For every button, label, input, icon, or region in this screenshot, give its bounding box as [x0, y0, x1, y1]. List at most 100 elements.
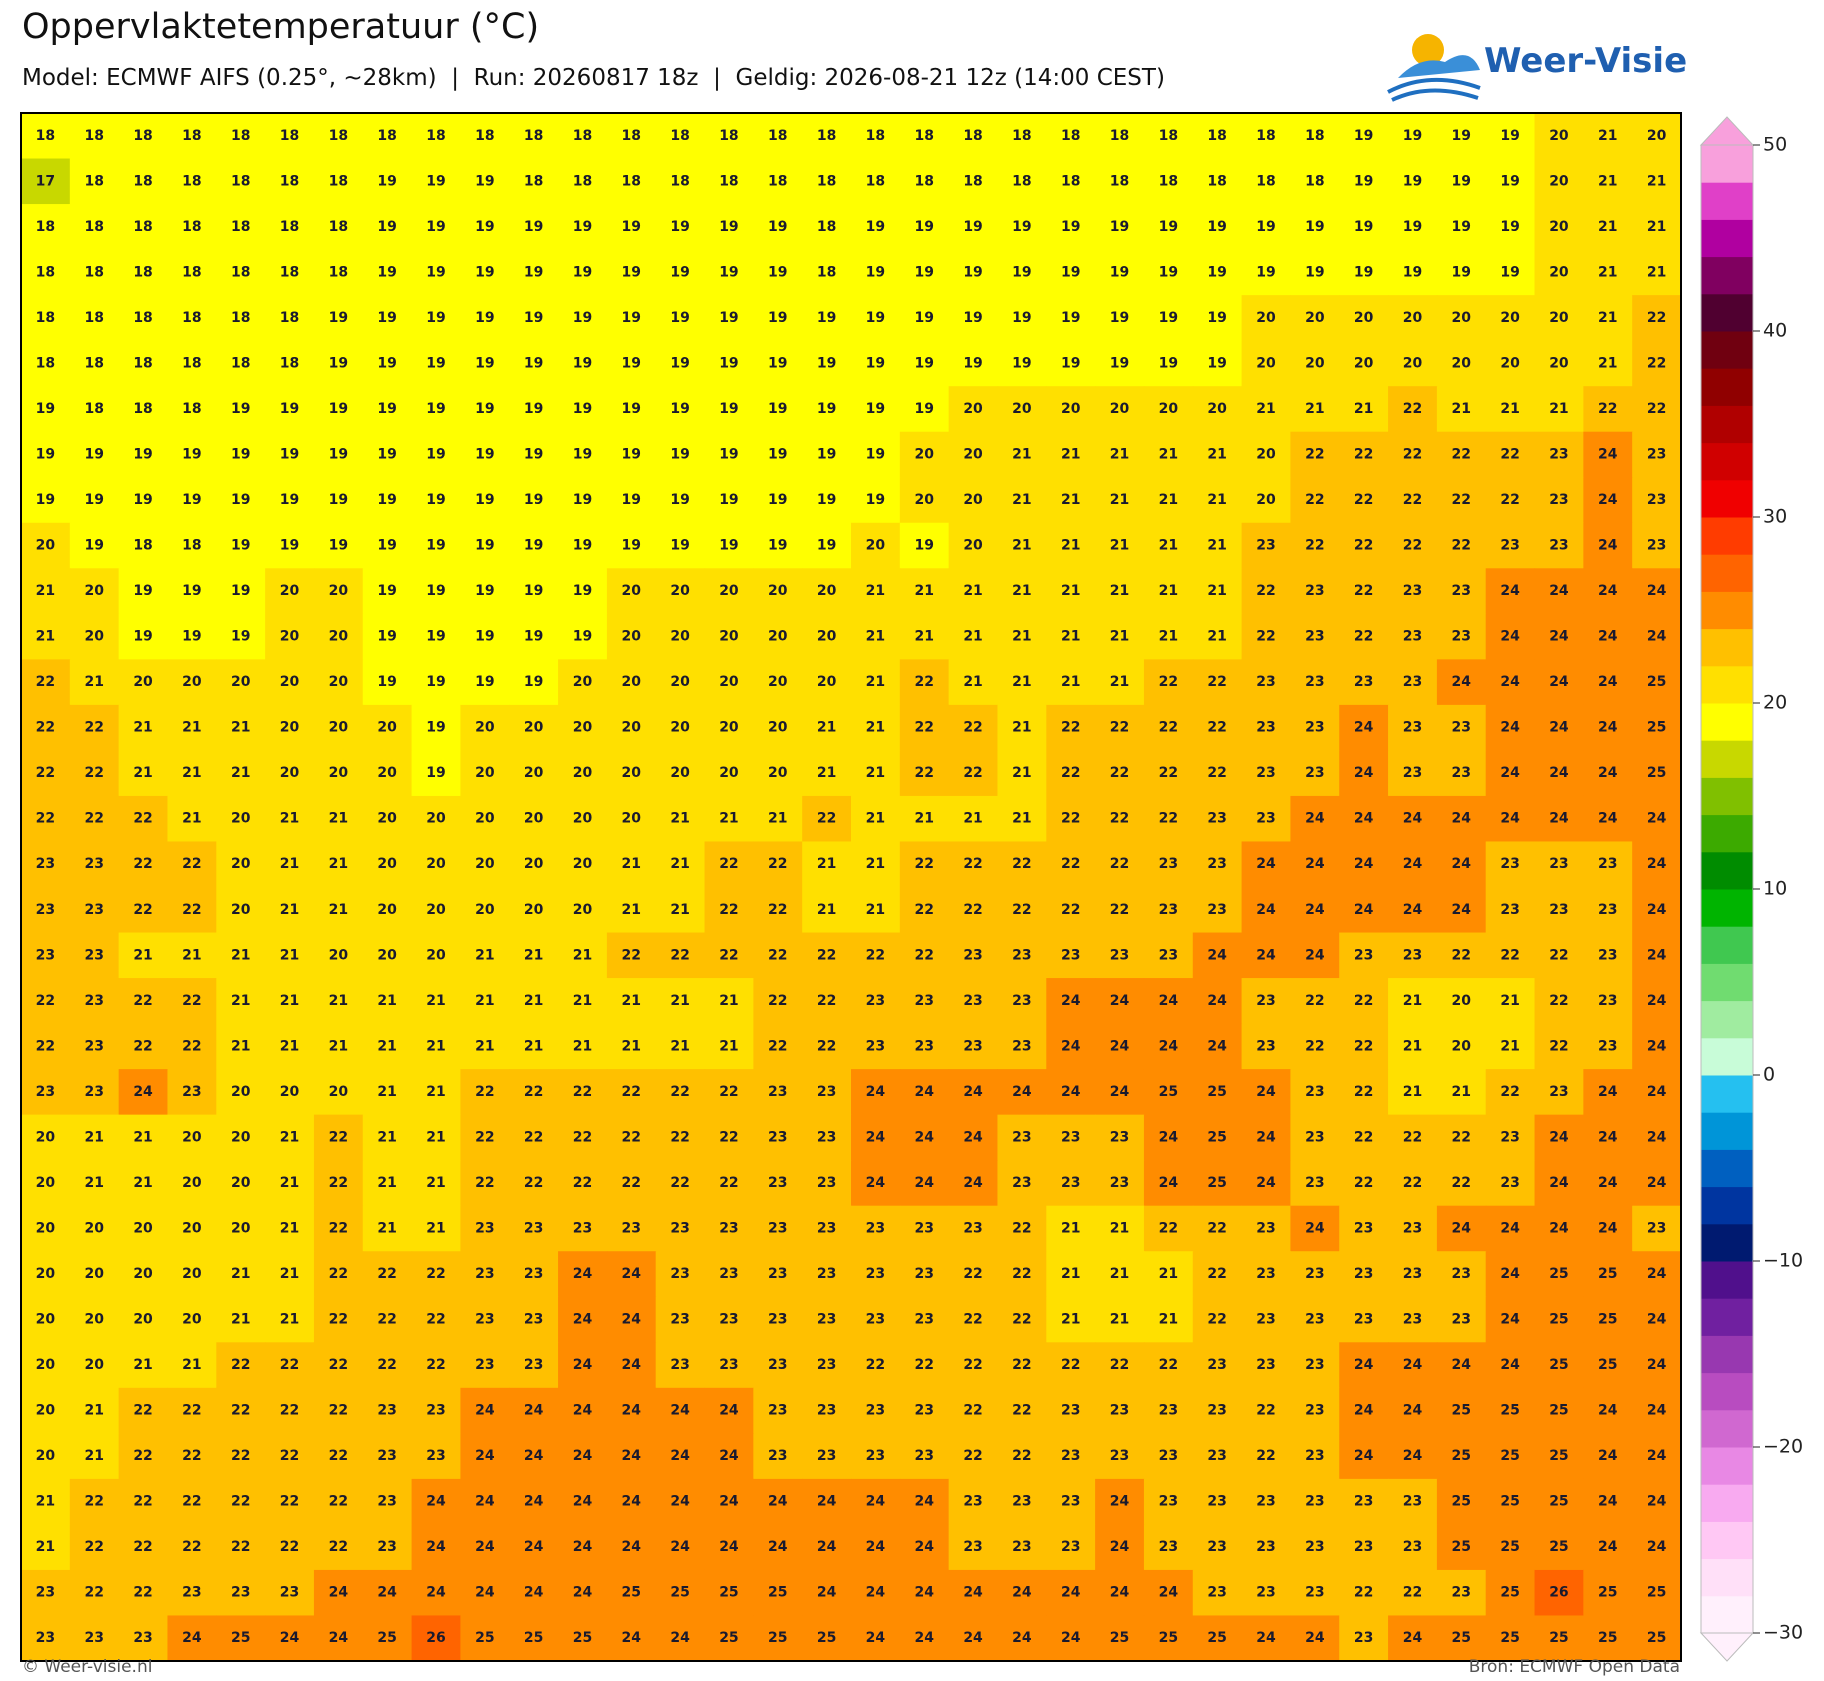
cell [1436, 158, 1487, 205]
cell [753, 158, 803, 205]
cell [167, 659, 217, 706]
cell [509, 932, 559, 979]
cell [509, 431, 559, 478]
cell-value: 18 [329, 128, 348, 144]
cell-value: 19 [524, 355, 543, 371]
cell-value: 21 [280, 993, 299, 1009]
cell [1143, 568, 1194, 615]
cell [1388, 704, 1438, 752]
cell [1241, 750, 1292, 797]
cell-value: 19 [36, 401, 55, 417]
cell-value: 22 [426, 1266, 445, 1282]
cell [1436, 1114, 1487, 1161]
cell [216, 1524, 266, 1571]
cell [313, 477, 364, 524]
cell-value: 24 [670, 1539, 690, 1555]
cell [1192, 932, 1243, 979]
cell [21, 340, 71, 387]
cell [899, 1342, 950, 1389]
cell [1143, 659, 1194, 706]
cell [460, 386, 510, 433]
cell-value: 24 [1598, 1129, 1618, 1145]
cell-value: 21 [1403, 1084, 1422, 1100]
cell-value: 18 [36, 355, 55, 371]
cell [558, 158, 608, 205]
cell-value: 23 [1598, 902, 1617, 918]
cell-value: 23 [817, 1403, 836, 1419]
cell [558, 249, 608, 296]
cell [753, 1069, 803, 1116]
cell-value: 20 [133, 674, 153, 690]
cell [21, 932, 71, 979]
colorbar-swatch [1701, 1223, 1753, 1262]
cell-value: 24 [524, 1494, 544, 1510]
cell [997, 1023, 1047, 1070]
cell [1290, 1205, 1340, 1252]
cell-value: 20 [36, 1266, 56, 1282]
cell [313, 1023, 364, 1070]
cell [362, 1524, 413, 1571]
cell-value: 19 [670, 264, 689, 280]
cell-value: 18 [84, 401, 103, 417]
cell-value: 18 [768, 173, 787, 189]
cell-value: 24 [622, 1266, 642, 1282]
cell [265, 522, 315, 569]
footer-left: © Weer-visie.nl [22, 1657, 152, 1677]
cell [1192, 704, 1243, 752]
cell-value: 24 [866, 1084, 886, 1100]
cell-value: 22 [719, 856, 738, 872]
cell-value: 23 [36, 947, 55, 963]
cell-value: 20 [329, 1084, 349, 1100]
cell-value: 21 [1110, 538, 1129, 554]
cell [802, 158, 852, 205]
cell-value: 18 [280, 310, 299, 326]
cell-value: 21 [866, 765, 885, 781]
cell-value: 25 [1500, 1539, 1519, 1555]
cell [558, 568, 608, 615]
cell-value: 22 [1354, 1129, 1373, 1145]
cell-value: 22 [84, 811, 103, 827]
cell [802, 613, 852, 660]
cell [21, 249, 71, 296]
cell-value: 24 [1061, 993, 1081, 1009]
cell-value: 22 [914, 947, 933, 963]
cell [1632, 1251, 1682, 1298]
cell [1632, 204, 1682, 251]
cell [460, 978, 510, 1025]
cell-value: 22 [133, 1585, 152, 1601]
cell-value: 22 [1354, 993, 1373, 1009]
cell-value: 22 [1256, 1448, 1275, 1464]
cell [1583, 340, 1633, 387]
cell [899, 158, 950, 205]
cell [655, 158, 706, 205]
cell-value: 24 [1110, 993, 1130, 1009]
cell [1095, 704, 1145, 752]
cell-value: 19 [1159, 264, 1178, 280]
cell-value: 18 [84, 264, 103, 280]
cell-value: 24 [1500, 811, 1520, 827]
cell [1192, 1524, 1243, 1571]
cell [558, 340, 608, 387]
cell-value: 18 [670, 173, 689, 189]
cell [1632, 932, 1682, 979]
cell [1241, 1114, 1292, 1161]
cell [558, 841, 608, 888]
cell-value: 19 [231, 401, 250, 417]
cell-value: 23 [963, 1494, 982, 1510]
cell-value: 24 [622, 1357, 642, 1373]
cell [558, 932, 608, 979]
cell [948, 704, 999, 752]
cell [1339, 1069, 1389, 1116]
cell [216, 295, 266, 342]
cell-value: 19 [377, 446, 396, 462]
cell [606, 477, 657, 524]
cell [1046, 1524, 1096, 1571]
cell [948, 1205, 999, 1252]
cell-value: 22 [963, 1403, 982, 1419]
cell [1339, 795, 1389, 843]
cell-value: 24 [1256, 947, 1276, 963]
cell [997, 1251, 1047, 1298]
cell-value: 24 [1598, 1539, 1618, 1555]
cell [753, 249, 803, 296]
cell-value: 18 [280, 173, 299, 189]
